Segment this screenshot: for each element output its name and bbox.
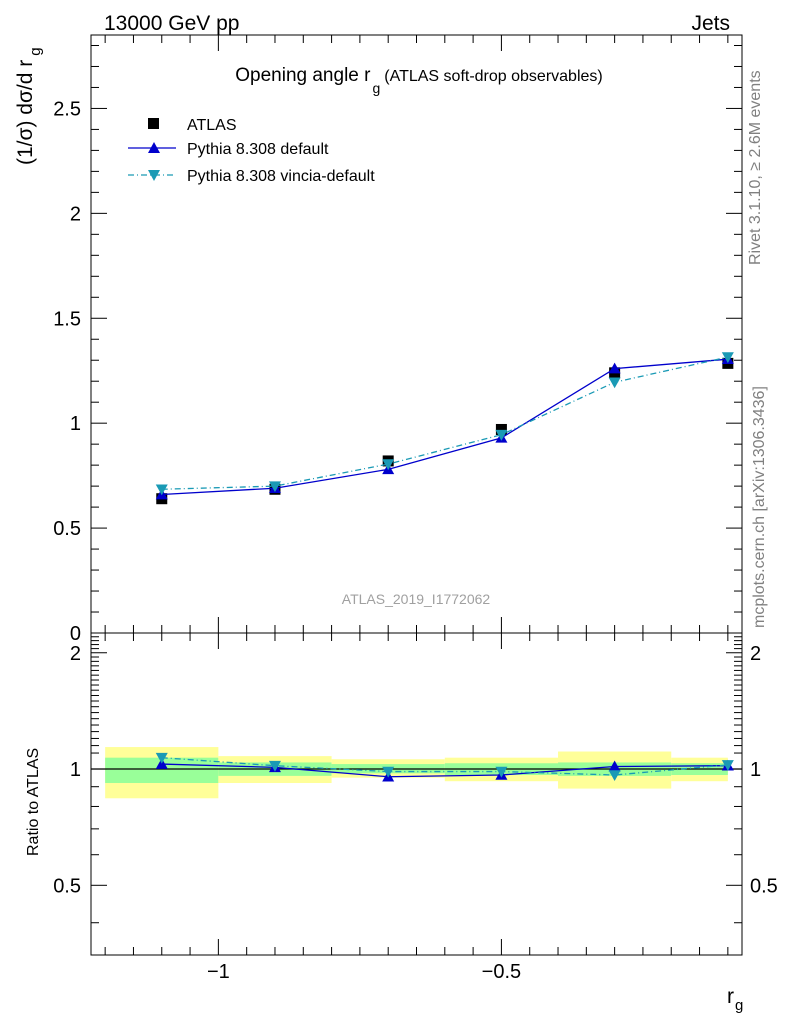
ratio-data-point-triangle bbox=[382, 766, 395, 778]
ratio-series-layer bbox=[155, 752, 734, 782]
main-data-point-square bbox=[495, 423, 507, 435]
main-y-tick-label: 2 bbox=[70, 203, 81, 225]
ratio-data-point-triangle bbox=[721, 760, 734, 771]
main-y-axis-label: (1/σ) dσ/d r g bbox=[14, 47, 44, 165]
source-label: mcplots.cern.ch [arXiv:1306.3436] bbox=[751, 386, 768, 628]
ratio-axis-ticks: 0.5 0.5 1 1 2 2 −1 −0.5 bbox=[53, 633, 778, 983]
main-title: Opening angle rg(ATLAS soft-drop observa… bbox=[235, 65, 602, 96]
ratio-y-axis-label: Ratio to ATLAS bbox=[25, 748, 42, 856]
ratio-y-tick-label: 0.5 bbox=[53, 875, 81, 897]
main-y-tick-label: 1.5 bbox=[53, 308, 81, 330]
main-axis-ticks: 0 0.5 1 1.5 2 2.5 bbox=[53, 35, 742, 645]
main-y-axis-label-text: (1/σ) dσ/d r bbox=[14, 60, 37, 165]
ratio-data-point-triangle bbox=[608, 760, 621, 772]
main-data-point-triangle bbox=[608, 362, 621, 374]
main-y-tick-label: 1 bbox=[70, 413, 81, 435]
main-title-subscript: g bbox=[372, 80, 380, 96]
rivet-version-label: Rivet 3.1.10, ≥ 2.6M events bbox=[747, 70, 764, 265]
ratio-data-point-triangle bbox=[495, 766, 508, 778]
main-panel: 00.511.522.5 Opening angle rg(ATLAS soft… bbox=[14, 34, 743, 645]
legend-marker-triangle-down bbox=[148, 170, 160, 181]
ratio-data-point-triangle bbox=[608, 770, 621, 782]
main-data-point-triangle bbox=[721, 352, 734, 364]
legend-label-pythia-default: Pythia 8.308 default bbox=[187, 141, 329, 158]
main-data-point-triangle bbox=[608, 377, 621, 389]
legend-marker-square bbox=[148, 118, 159, 129]
legend-entry-pythia-vincia: Pythia 8.308 vincia-default bbox=[128, 168, 375, 185]
process-label: Jets bbox=[691, 12, 730, 35]
ratio-y-tick-label-right: 2 bbox=[750, 643, 761, 665]
main-y-tick-label: 2.5 bbox=[53, 98, 81, 120]
legend-entry-pythia-default: Pythia 8.308 default bbox=[128, 141, 329, 158]
main-title-text: Opening angle r bbox=[235, 65, 371, 86]
main-data-point-triangle bbox=[268, 481, 281, 493]
ratio-panel: 0.5 0.5 1 1 2 2 −1 −0.5 Ratio to ATLAS rg bbox=[25, 632, 778, 1014]
ratio-series-line-0 bbox=[161, 763, 728, 778]
legend-label-pythia-vincia: Pythia 8.308 vincia-default bbox=[187, 168, 375, 185]
ratio-data-point-triangle bbox=[155, 752, 168, 764]
main-data-point-triangle bbox=[495, 429, 508, 441]
main-y-tick-label: 0.5 bbox=[53, 518, 81, 540]
ratio-y-tick-label-right: 1 bbox=[750, 759, 761, 781]
main-series-line-1 bbox=[161, 358, 728, 496]
ratio-data-point-triangle bbox=[268, 760, 281, 772]
legend: ATLAS Pythia 8.308 default Pythia 8.308 … bbox=[128, 117, 375, 185]
legend-entry-atlas: ATLAS bbox=[148, 117, 237, 134]
ratio-y-tick-label: 2 bbox=[70, 643, 81, 665]
legend-label-atlas: ATLAS bbox=[187, 117, 237, 134]
main-data-point-triangle bbox=[382, 459, 395, 471]
main-y-tick-label: 0 bbox=[70, 623, 81, 645]
main-title-note: (ATLAS soft-drop observables) bbox=[384, 68, 602, 85]
ratio-x-axis-label-text: r bbox=[727, 985, 734, 1008]
legend-marker-triangle-up bbox=[148, 142, 160, 153]
main-series-layer bbox=[155, 352, 734, 505]
ratio-x-tick-label: −1 bbox=[207, 961, 230, 983]
ratio-y-tick-label-right: 0.5 bbox=[750, 875, 778, 897]
ratio-series-line-1 bbox=[161, 757, 728, 776]
ratio-x-axis-label-subscript: g bbox=[735, 997, 743, 1014]
main-data-point-triangle bbox=[155, 484, 168, 496]
ratio-y-tick-label: 1 bbox=[70, 759, 81, 781]
energy-label: 13000 GeV pp bbox=[104, 12, 239, 35]
analysis-label: ATLAS_2019_I1772062 bbox=[342, 591, 491, 607]
ratio-x-axis-label: rg bbox=[727, 985, 743, 1014]
main-series-line-2 bbox=[161, 356, 728, 490]
ratio-x-tick-label: −0.5 bbox=[482, 961, 521, 983]
main-y-axis-label-subscript: g bbox=[27, 47, 44, 55]
ratio-plot-frame bbox=[90, 632, 743, 956]
